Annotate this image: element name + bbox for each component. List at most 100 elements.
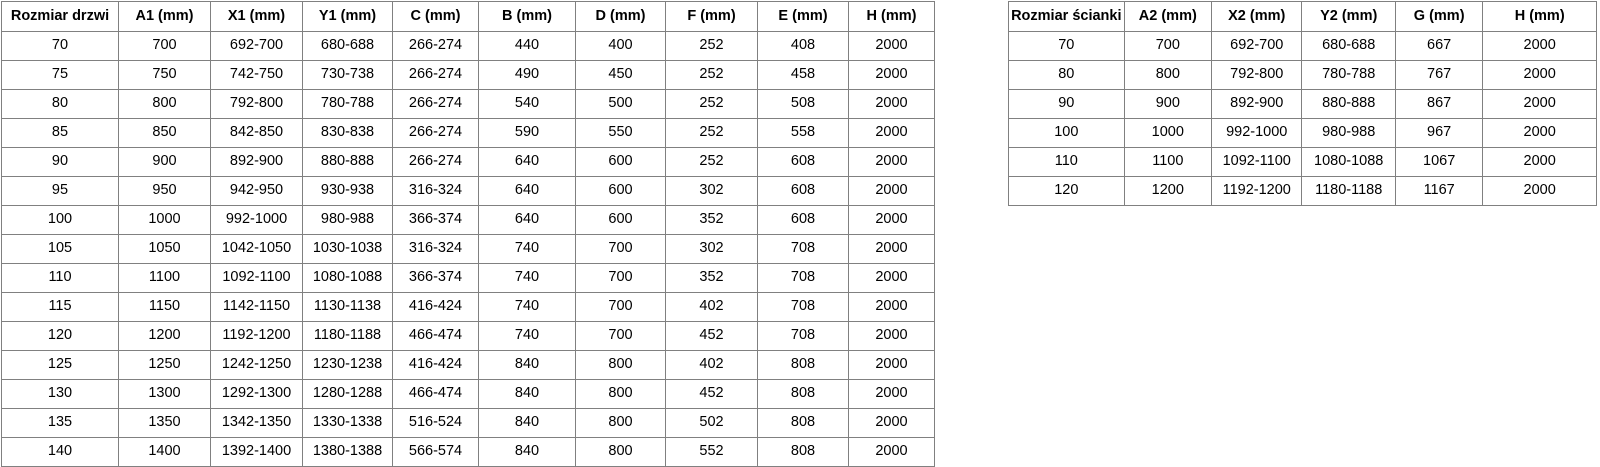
table-cell: 1180-1188 [302,321,393,351]
table-cell: 316-324 [392,234,479,264]
table-cell: 70 [1,31,119,61]
door-column-header: X1 (mm) [210,1,303,32]
table-cell: 608 [757,205,849,235]
table-cell: 252 [665,60,758,90]
table-cell: 1167 [1394,176,1484,206]
table-cell: 740 [478,292,576,322]
table-cell: 508 [757,89,849,119]
table-cell: 700 [1123,31,1213,61]
table-cell: 1000 [118,205,211,235]
table-cell: 120 [1,321,119,351]
table-cell: 110 [1008,147,1125,177]
table-cell: 90 [1,147,119,177]
table-cell: 2000 [1482,60,1597,90]
table-cell: 1180-1188 [1301,176,1396,206]
table-cell: 302 [665,234,758,264]
table-cell: 840 [478,350,576,380]
wall-column-header: Y2 (mm) [1301,1,1396,32]
table-cell: 85 [1,118,119,148]
table-cell: 800 [575,408,666,438]
table-cell: 767 [1394,60,1484,90]
table-cell: 2000 [1482,118,1597,148]
table-cell: 552 [665,437,758,467]
table-cell: 2000 [848,437,935,467]
table-cell: 840 [478,437,576,467]
table-cell: 366-374 [392,205,479,235]
table-cell: 1300 [118,379,211,409]
table-cell: 950 [118,176,211,206]
table-cell: 352 [665,263,758,293]
wall-table-body: 70 700 692-700 680-688 667 2000 80 800 792-800 78… [1008,31,1597,206]
table-cell: 252 [665,89,758,119]
table-cell: 780-788 [1301,60,1396,90]
table-cell: 900 [118,147,211,177]
table-row: 140 1400 1392-1400 1380-1388 566-574 840 800 55… [1,437,935,467]
table-cell: 590 [478,118,576,148]
table-cell: 516-524 [392,408,479,438]
table-cell: 80 [1008,60,1125,90]
table-cell: 808 [757,408,849,438]
wall-table-header: Rozmiar ścianki A2 (mm) X2 (mm) Y2 (mm) G (m… [1008,1,1597,32]
table-cell: 2000 [848,31,935,61]
table-cell: 115 [1,292,119,322]
table-cell: 266-274 [392,31,479,61]
table-cell: 120 [1008,176,1125,206]
table-cell: 2000 [848,234,935,264]
wall-panel-size-table: Rozmiar ścianki A2 (mm) X2 (mm) Y2 (mm) G (m… [1008,1,1597,206]
table-cell: 708 [757,234,849,264]
table-cell: 466-474 [392,321,479,351]
table-cell: 900 [1123,89,1213,119]
table-cell: 70 [1008,31,1125,61]
table-cell: 800 [1123,60,1213,90]
table-cell: 135 [1,408,119,438]
table-cell: 105 [1,234,119,264]
table-cell: 2000 [848,408,935,438]
door-size-table: Rozmiar drzwi A1 (mm) X1 (mm) Y1 (mm) C (mm)… [1,1,935,467]
table-cell: 2000 [848,379,935,409]
table-cell: 540 [478,89,576,119]
table-cell: 980-988 [302,205,393,235]
table-cell: 466-474 [392,379,479,409]
table-cell: 1100 [1123,147,1213,177]
table-cell: 452 [665,379,758,409]
table-cell: 980-988 [1301,118,1396,148]
door-column-header: B (mm) [478,1,576,32]
table-cell: 1400 [118,437,211,467]
door-column-header: A1 (mm) [118,1,211,32]
table-cell: 316-324 [392,176,479,206]
table-cell: 800 [575,350,666,380]
table-row: 95 950 942-950 930-938 316-324 640 600 302 608 20… [1,176,935,206]
table-cell: 452 [665,321,758,351]
table-cell: 502 [665,408,758,438]
table-cell: 2000 [848,89,935,119]
table-cell: 700 [118,31,211,61]
door-table-body: 70 700 692-700 680-688 266-274 440 400 252 408 20… [1,31,935,467]
table-cell: 1100 [118,263,211,293]
table-cell: 400 [575,31,666,61]
door-table-header: Rozmiar drzwi A1 (mm) X1 (mm) Y1 (mm) C (mm)… [1,1,935,32]
table-row: 75 750 742-750 730-738 266-274 490 450 252 458 20… [1,60,935,90]
table-cell: 1092-1100 [210,263,303,293]
table-cell: 1200 [118,321,211,351]
table-cell: 1380-1388 [302,437,393,467]
table-cell: 800 [575,437,666,467]
table-cell: 2000 [848,205,935,235]
wall-column-header: G (mm) [1394,1,1484,32]
table-cell: 780-788 [302,89,393,119]
table-row: 90 900 892-900 880-888 867 2000 [1008,89,1597,119]
table-cell: 930-938 [302,176,393,206]
table-cell: 252 [665,147,758,177]
table-cell: 740 [478,263,576,293]
table-cell: 550 [575,118,666,148]
table-cell: 416-424 [392,292,479,322]
table-cell: 100 [1008,118,1125,148]
table-cell: 892-900 [1211,89,1303,119]
table-cell: 266-274 [392,89,479,119]
table-cell: 842-850 [210,118,303,148]
table-cell: 1092-1100 [1211,147,1303,177]
table-cell: 252 [665,118,758,148]
table-cell: 667 [1394,31,1484,61]
table-cell: 1150 [118,292,211,322]
table-cell: 808 [757,437,849,467]
